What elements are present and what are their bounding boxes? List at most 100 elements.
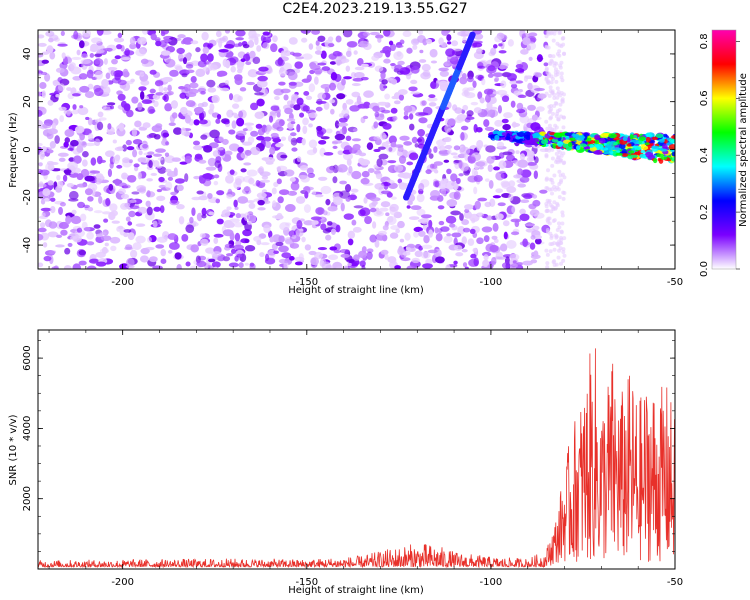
spectrogram-noise-blob: [289, 51, 295, 56]
spectrogram-noise-blob: [69, 62, 76, 69]
spectrogram-noise-blob: [286, 118, 296, 122]
spectrogram-noise-blob: [528, 203, 537, 210]
spectrogram-noise-blob: [377, 101, 389, 106]
spectrogram-noise-blob: [360, 76, 369, 81]
spectrogram-noise-blob: [459, 213, 464, 221]
x-tick-label: -50: [667, 577, 683, 588]
spectrogram-noise-blob: [327, 36, 334, 42]
spectrogram-noise-blob: [498, 50, 507, 54]
spectrogram-noise-blob: [125, 216, 131, 222]
spectrogram-noise-blob: [317, 246, 328, 251]
spectrogram-noise-blob: [271, 187, 277, 195]
spectrogram-noise-blob: [379, 207, 389, 212]
spectrogram-carrier-mark: [658, 138, 665, 143]
spectrogram-noise-blob: [78, 260, 87, 266]
spectrogram-noise-blob: [473, 257, 479, 267]
x-tick-label: -100: [480, 277, 503, 288]
spectrogram-noise-blob: [63, 265, 72, 269]
spectrogram-noise-blob: [39, 150, 45, 160]
spectrogram-noise-blob: [242, 128, 248, 132]
spectrogram-noise-blob: [425, 258, 433, 265]
spectrogram-noise-blob: [544, 153, 549, 158]
spectrogram-noise-blob: [188, 88, 199, 94]
spectrogram-noise-blob: [96, 30, 104, 36]
spectrogram-noise-blob: [313, 76, 319, 85]
spectrogram-noise-blob: [430, 60, 438, 64]
spectrogram-noise-blob: [562, 236, 567, 241]
colorbar-axis: 0.0 0.2 0.4 0.6 0.8: [699, 33, 740, 277]
spectrogram-noise-blob: [428, 219, 433, 228]
spectrogram-carrier-mark: [638, 136, 646, 141]
spectrogram-noise-blob: [105, 197, 111, 207]
spectrogram-noise-blob: [209, 129, 220, 139]
spectrogram-noise-blob: [146, 206, 153, 216]
spectrogram-noise-blob: [184, 155, 192, 164]
spectrogram-carrier-mark: [656, 153, 665, 158]
spectrogram-noise-blob: [182, 57, 187, 65]
spectrogram-noise-blob: [140, 79, 150, 86]
spectrogram-noise-blob: [78, 249, 87, 256]
spectrogram-noise-blob: [70, 215, 82, 225]
spectrogram-noise-blob: [39, 82, 47, 89]
spectrogram-noise-blob: [40, 207, 52, 212]
spectrogram-noise-blob: [248, 202, 256, 210]
spectrogram-noise-blob: [551, 54, 556, 59]
spectrogram-noise-blob: [501, 118, 509, 124]
spectrogram-noise-blob: [126, 146, 135, 151]
spectrogram-noise-blob: [398, 94, 405, 101]
spectrogram-noise-blob: [147, 151, 155, 155]
spectrogram-noise-blob: [443, 61, 451, 67]
spectrogram-noise-blob: [345, 99, 354, 105]
spectrogram-noise-blob: [202, 173, 214, 179]
spectrogram-noise-blob: [151, 125, 163, 133]
spectrogram-noise-blob: [457, 31, 462, 36]
spectrogram-noise-blob: [64, 128, 75, 138]
spectrogram-noise-blob: [164, 152, 170, 157]
spectrogram-noise-blob: [133, 163, 140, 168]
spectrogram-noise-blob: [278, 81, 286, 86]
spectrogram-noise-blob: [547, 123, 552, 128]
spectrogram-noise-blob: [270, 112, 278, 116]
spectrogram-carrier-mark: [652, 157, 658, 164]
spectrogram-noise-blob: [396, 50, 402, 57]
spectrogram-noise-blob: [107, 102, 116, 106]
spectrogram-noise-blob: [498, 160, 507, 169]
spectrogram-noise-blob: [546, 80, 551, 85]
spectrogram-noise-blob: [393, 100, 401, 105]
spectrogram-noise-blob: [519, 208, 526, 215]
spectrogram-noise-blob: [511, 206, 516, 214]
spectrogram-noise-blob: [59, 115, 65, 123]
spectrogram-noise-blob: [295, 56, 304, 60]
spectrogram-noise-blob: [38, 227, 47, 233]
spectrogram-noise-blob: [278, 235, 285, 243]
spectrogram-noise-blob: [549, 191, 554, 196]
spectrogram-noise-blob: [311, 30, 321, 35]
spectrogram-noise-blob: [202, 66, 209, 72]
spectrogram-noise-blob: [315, 40, 320, 47]
spectrogram-noise-blob: [192, 145, 203, 151]
spectrogram-noise-blob: [190, 244, 200, 253]
spectrogram-noise-blob: [268, 115, 274, 123]
spectrogram-noise-blob: [79, 105, 84, 109]
spectrogram-noise-blob: [287, 71, 298, 81]
spectrogram-noise-blob: [216, 190, 225, 196]
spectrogram-noise-blob: [453, 260, 458, 265]
spectrogram-noise-blob: [240, 58, 246, 63]
spectrogram-noise-blob: [437, 205, 445, 210]
spectrogram-noise-blob: [196, 212, 203, 222]
spectrogram-noise-blob: [390, 107, 398, 114]
spectrogram-noise-blob: [274, 58, 285, 67]
spectrogram-carrier-mark: [629, 134, 634, 140]
spectrogram-noise-blob: [87, 206, 94, 212]
spectrogram-noise-blob: [340, 202, 345, 212]
spectrogram-noise-blob: [132, 149, 138, 158]
spectrogram-noise-blob: [58, 206, 63, 215]
spectrogram-noise-blob: [72, 235, 82, 243]
spectrogram-carrier-mark: [621, 148, 628, 155]
spectrogram-noise-blob: [254, 111, 265, 119]
spectrogram-noise-blob: [522, 238, 528, 248]
spectrogram-noise-blob: [473, 33, 484, 40]
spectrogram-noise-blob: [451, 40, 459, 47]
spectrogram-noise-blob: [63, 141, 69, 148]
spectrogram-noise-blob: [346, 259, 355, 263]
